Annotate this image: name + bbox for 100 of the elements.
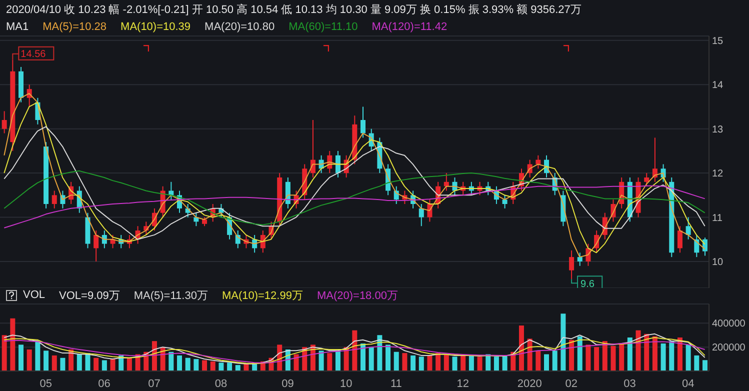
bar — [126, 358, 132, 371]
bar — [660, 343, 666, 371]
bar — [619, 343, 624, 371]
bar — [544, 354, 550, 371]
candlestick — [702, 237, 708, 256]
x-tick-label: 09 — [282, 378, 294, 390]
bar — [102, 360, 107, 371]
y-tick-label: 15 — [712, 36, 724, 47]
text: MA(20)=10.80 — [204, 21, 275, 33]
bar — [494, 356, 499, 371]
text: MA(20)=18.00万 — [316, 288, 398, 302]
x-tick-label: 07 — [148, 378, 160, 390]
bar — [594, 347, 600, 371]
bar — [318, 350, 324, 371]
bar — [210, 361, 216, 371]
chart-title: 2020/04/10 收 10.23 幅 -2.01%[-0.21] 开 10.50 高 10.54 低 10.13 均 10.30 量 9.09万 换 0.15% 振 3.93% 额 9356.27万 — [5, 2, 582, 16]
candlestick — [644, 172, 650, 187]
bar — [427, 355, 432, 371]
candlestick — [677, 226, 682, 254]
text: MA(120)=11.42 — [372, 21, 448, 33]
bar — [52, 355, 57, 371]
candlestick — [418, 204, 424, 227]
bar — [352, 330, 358, 371]
y-tick-label: 12 — [712, 168, 724, 180]
y-tick-label: 400000 — [712, 318, 746, 330]
bar — [694, 355, 700, 371]
bar — [327, 353, 332, 371]
bar — [502, 355, 508, 371]
bar — [636, 330, 641, 371]
bar — [2, 335, 7, 371]
bar — [677, 338, 682, 371]
bar — [577, 336, 582, 371]
text: MA(5)=11.30万 — [134, 288, 208, 302]
candlestick — [536, 154, 541, 170]
bar — [702, 360, 708, 371]
bar — [294, 354, 299, 371]
bar — [227, 362, 232, 371]
candlestick — [2, 110, 7, 134]
line-series — [4, 126, 706, 240]
bar — [418, 356, 424, 371]
bar — [518, 326, 524, 371]
chart-title: VOL — [23, 289, 46, 301]
x-tick-label: 04 — [682, 378, 694, 390]
x-tick-label: 2020 — [517, 378, 542, 390]
text: MA(10)=12.99万 — [222, 288, 303, 302]
bar — [652, 336, 658, 371]
y-tick-label: 13 — [712, 124, 724, 136]
bar — [35, 341, 40, 371]
x-tick-label: 10 — [340, 378, 352, 390]
bar — [436, 353, 441, 371]
text: MA(10)=10.39 — [120, 21, 191, 33]
bar — [569, 340, 574, 371]
x-tick-label: 12 — [456, 378, 470, 390]
bar — [202, 360, 208, 371]
candlestick — [444, 172, 449, 192]
bar — [94, 358, 99, 371]
bar — [452, 356, 458, 371]
bar — [686, 344, 691, 371]
bar — [177, 355, 182, 371]
x-tick-label: 11 — [390, 378, 402, 390]
candlestick — [569, 250, 574, 280]
candlestick — [102, 230, 107, 249]
bar — [377, 335, 382, 371]
text: MA(60)=11.10 — [288, 21, 358, 33]
bar — [26, 349, 32, 371]
bar — [110, 359, 116, 371]
bar — [360, 343, 366, 371]
y-tick-label: 200000 — [712, 342, 746, 354]
bar — [194, 359, 199, 371]
text: MA1 — [6, 21, 29, 33]
bar — [410, 355, 416, 371]
candlestick — [360, 106, 366, 138]
bar — [460, 355, 466, 371]
bar — [368, 347, 374, 371]
bar — [60, 358, 66, 371]
candlestick — [686, 216, 691, 240]
bar — [610, 346, 616, 371]
candlestick — [168, 181, 174, 200]
candlestick — [52, 190, 57, 209]
x-tick-label: 02 — [565, 378, 578, 390]
bar — [335, 350, 340, 371]
bar — [218, 362, 224, 371]
x-tick-label: 03 — [624, 378, 636, 390]
bar — [644, 334, 650, 371]
candlestick — [94, 230, 99, 262]
x-tick-label: 05 — [40, 378, 52, 390]
bar — [552, 350, 558, 371]
bar — [444, 354, 449, 371]
text: VOL=9.09万 — [59, 288, 120, 302]
y-tick-label: 11 — [712, 212, 723, 224]
bar — [18, 344, 24, 371]
candlestick — [577, 252, 582, 266]
candlestick — [502, 194, 508, 209]
bar — [185, 358, 190, 371]
bar — [386, 344, 391, 371]
bar — [477, 356, 482, 371]
bar — [560, 314, 566, 371]
bar — [235, 365, 240, 371]
bar — [586, 344, 591, 371]
y-tick-label: 10 — [712, 257, 724, 268]
